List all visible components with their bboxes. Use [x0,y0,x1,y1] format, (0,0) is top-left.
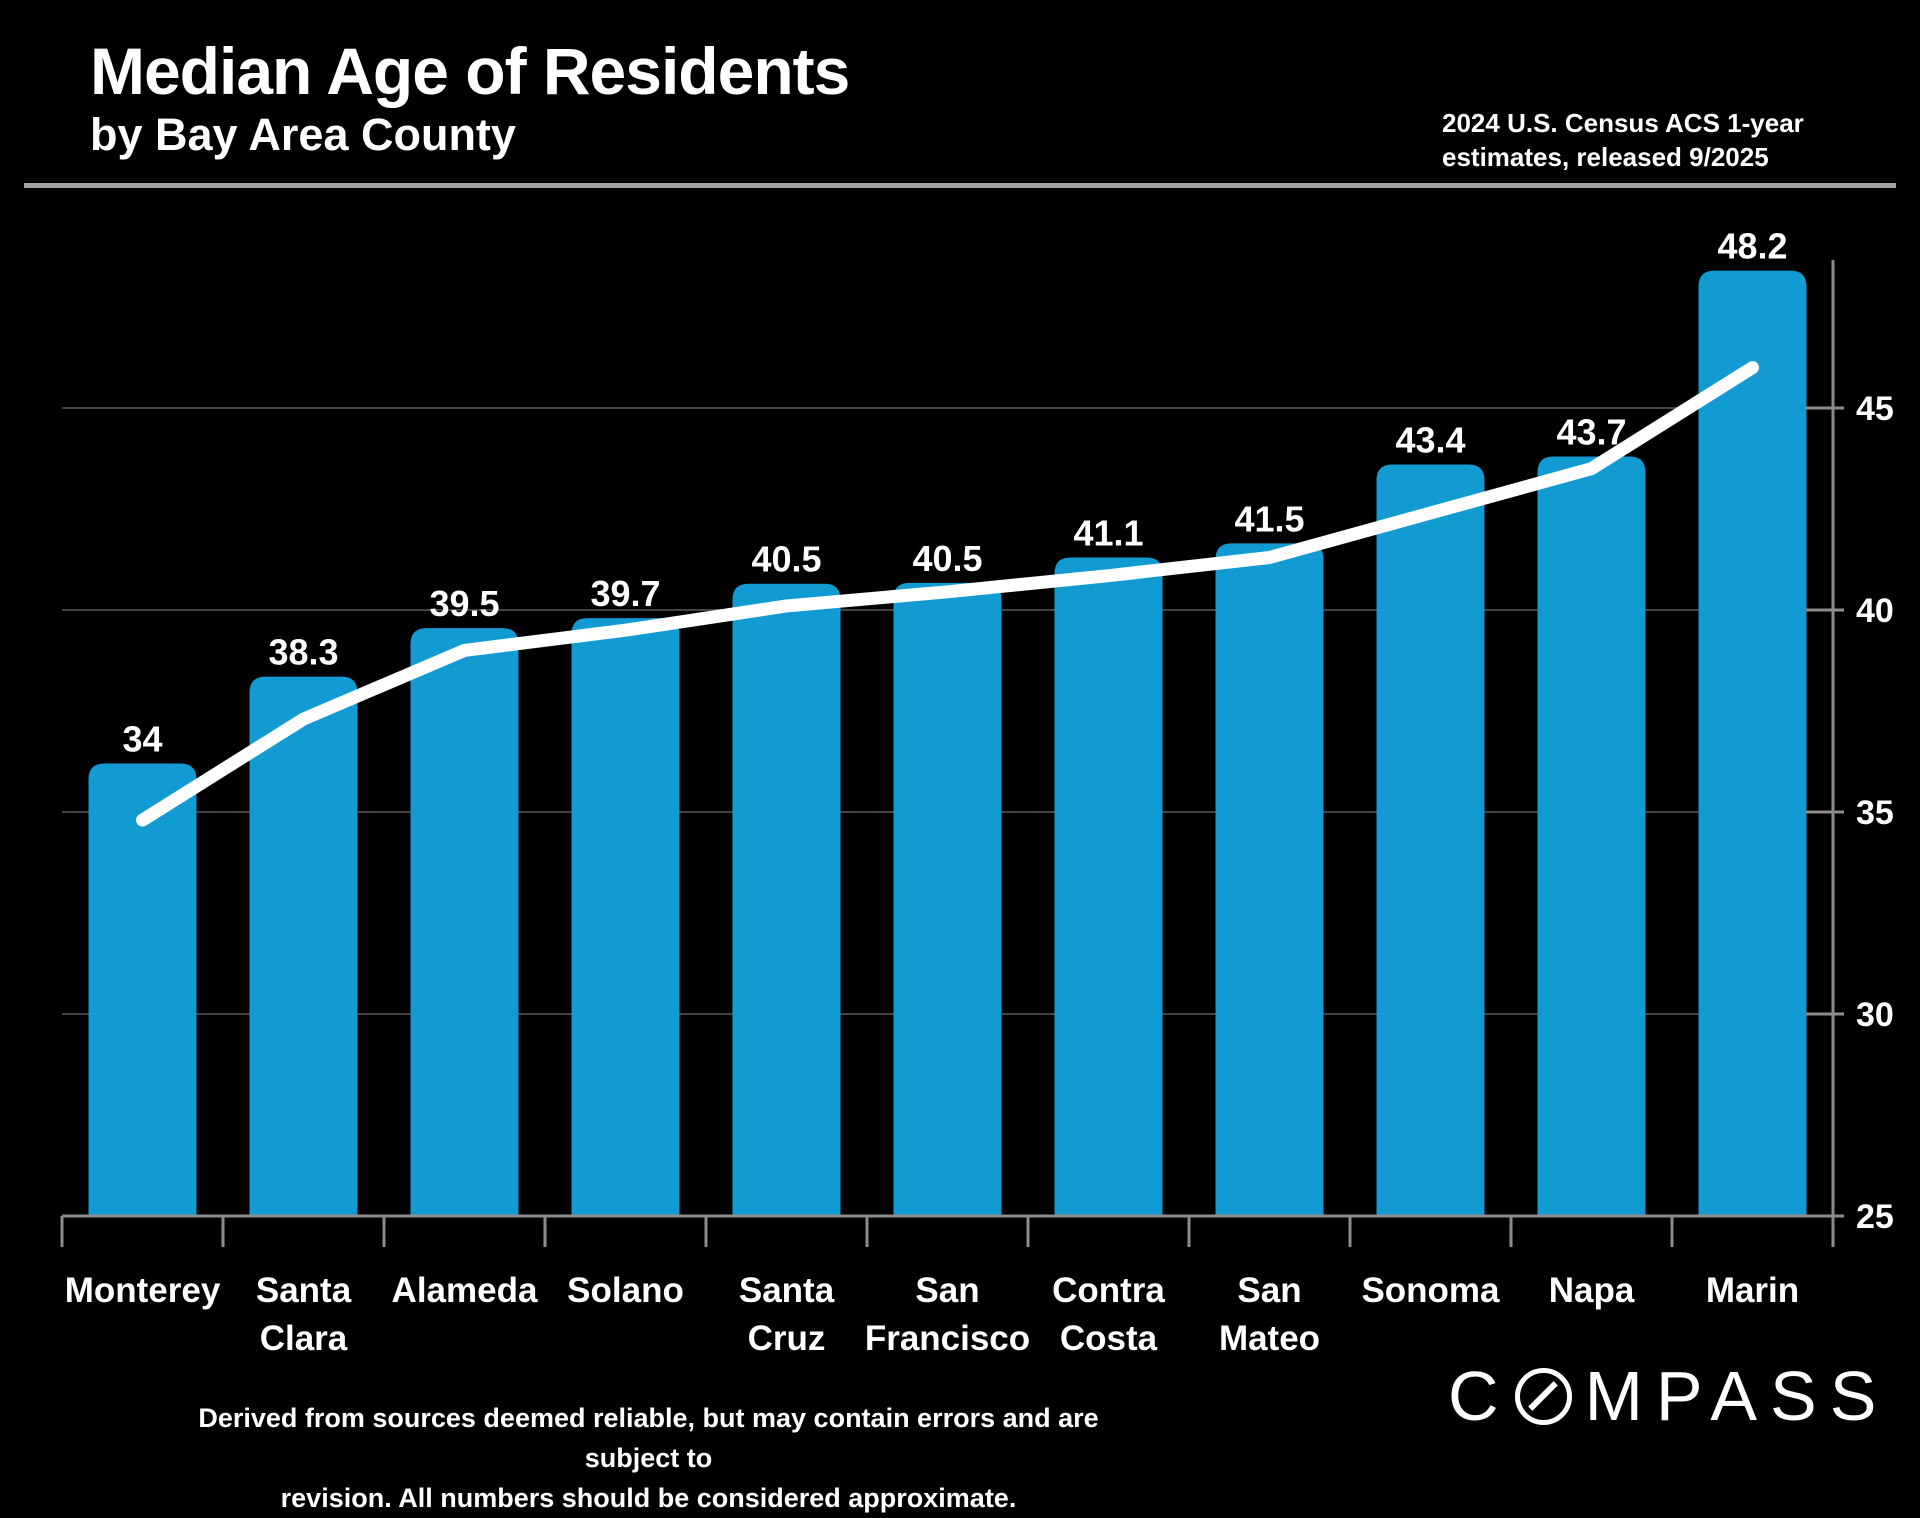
compass-logo: C MPASS [1448,1357,1890,1435]
y-axis-tick-label-30: 30 [1856,996,1894,1034]
bar-monterey [88,763,197,1216]
county-label-san-mateo-line1: San [1237,1271,1301,1310]
bar-santa-clara [249,676,358,1216]
county-label-contra-costa-line2: Costa [1060,1319,1158,1358]
county-label-santa-cruz-line2: Cruz [748,1319,826,1358]
bar-san-mateo [1215,543,1324,1216]
bar-contra-costa [1054,557,1163,1216]
county-label-san-mateo-line2: Mateo [1219,1319,1320,1358]
bar-value-label-santa-clara: 38.3 [268,632,338,673]
bar-value-label-alameda: 39.5 [429,583,499,624]
bar-value-label-santa-cruz: 40.5 [751,539,821,580]
county-label-napa-line1: Napa [1549,1271,1635,1310]
y-axis-tick-label-45: 45 [1856,390,1894,428]
bar-marin [1698,270,1807,1216]
bar-san-francisco [893,582,1002,1216]
bar-value-label-san-francisco: 40.5 [912,538,982,579]
county-label-santa-cruz-line1: Santa [739,1271,835,1310]
county-label-santa-clara-line1: Santa [256,1271,352,1310]
median-age-chart: 25 30 35 40 45 34 38.3 39.5 39.7 40.5 40.5 41.1 41.5… [60,226,1894,1358]
bar-santa-cruz [732,583,841,1216]
bar-value-label-sonoma: 43.4 [1395,420,1465,461]
header-divider [24,183,1896,188]
compass-logo-text-c: C [1448,1357,1512,1435]
bar-value-label-contra-costa: 41.1 [1073,512,1143,553]
disclaimer-line1: Derived from sources deemed reliable, bu… [198,1403,1099,1473]
county-label-solano-line1: Solano [567,1271,684,1310]
page-subtitle: by Bay Area County [90,109,516,160]
bar-alameda [410,628,519,1216]
county-label-contra-costa-line1: Contra [1052,1271,1165,1310]
disclaimer: Derived from sources deemed reliable, bu… [186,1398,1111,1518]
bar-value-label-san-mateo: 41.5 [1234,498,1304,539]
bar-value-label-marin: 48.2 [1717,226,1787,267]
y-axis-tick-label-25: 25 [1856,1198,1894,1236]
source-note-line2: estimates, released 9/2025 [1442,142,1769,172]
compass-o-needle-icon [1514,1367,1572,1425]
county-label-monterey-line1: Monterey [65,1271,221,1310]
source-note: 2024 U.S. Census ACS 1-year estimates, r… [1442,106,1804,174]
page-title: Median Age of Residents [90,34,850,108]
county-label-san-francisco-line2: Francisco [865,1319,1030,1358]
bar-solano [571,618,680,1216]
county-label-marin-line1: Marin [1706,1271,1799,1310]
source-note-line1: 2024 U.S. Census ACS 1-year [1442,108,1804,138]
county-label-sonoma-line1: Sonoma [1361,1271,1500,1310]
compass-logo-text-mpass: MPASS [1584,1357,1890,1435]
disclaimer-line2: revision. All numbers should be consider… [280,1483,1017,1513]
compass-needle [1528,1381,1558,1411]
y-axis-tick-label-35: 35 [1856,794,1894,832]
county-label-alameda-line1: Alameda [392,1271,538,1310]
y-axis-tick-label-40: 40 [1856,592,1894,630]
bar-napa [1537,456,1646,1217]
bar-value-label-napa: 43.7 [1556,411,1626,452]
overlay-line [136,361,1759,827]
county-label-san-francisco-line1: San [915,1271,979,1310]
bar-sonoma [1376,464,1485,1216]
bar-value-label-monterey: 34 [122,719,162,760]
county-label-santa-clara-line2: Clara [260,1319,348,1358]
bar-value-label-solano: 39.7 [590,573,660,614]
